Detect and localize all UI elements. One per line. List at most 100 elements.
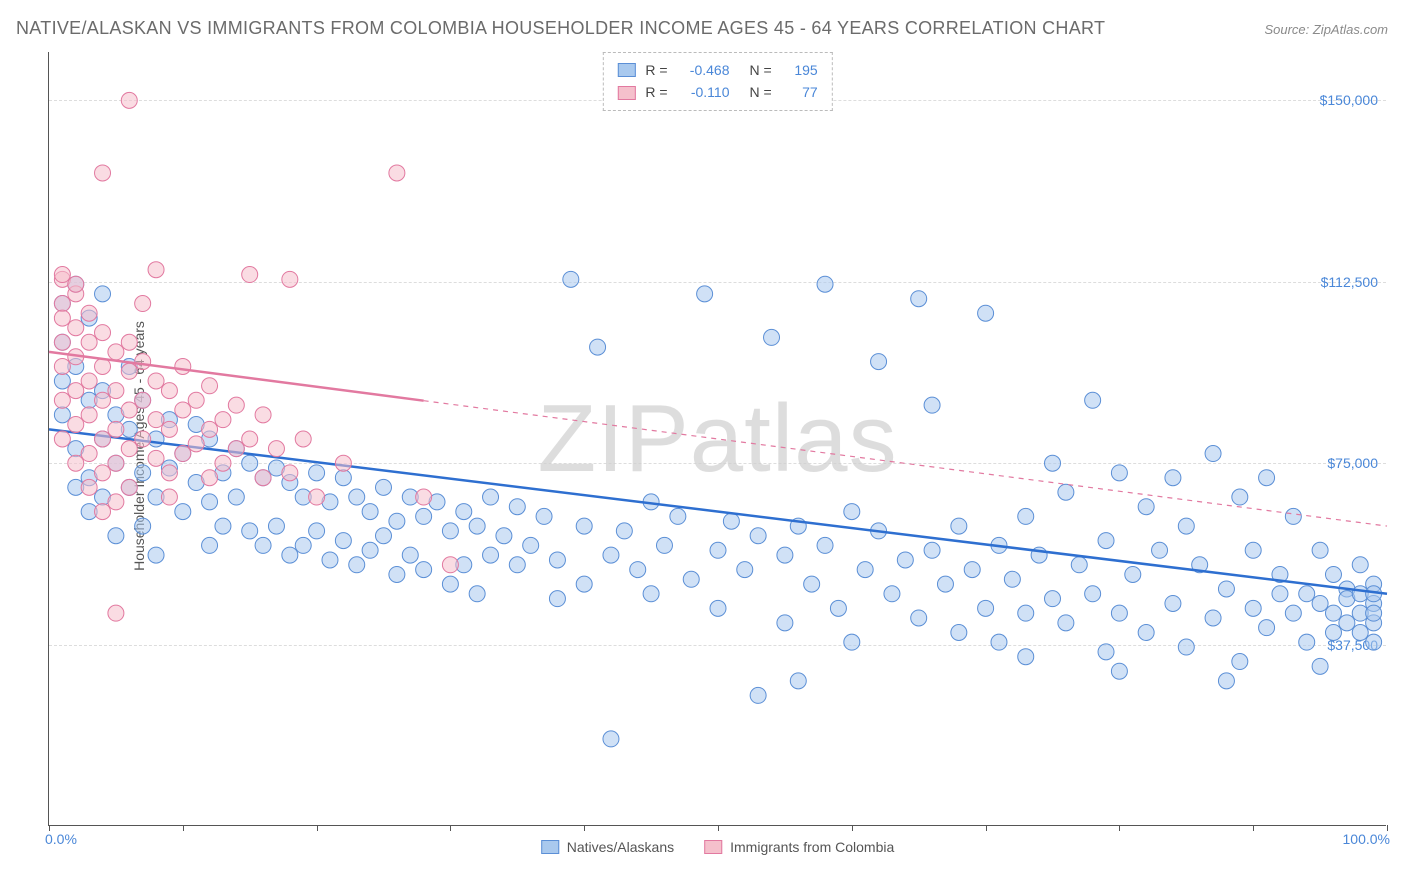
data-point bbox=[1165, 595, 1181, 611]
data-point bbox=[817, 537, 833, 553]
data-point bbox=[790, 673, 806, 689]
data-point bbox=[309, 489, 325, 505]
data-point bbox=[442, 576, 458, 592]
data-point bbox=[389, 165, 405, 181]
n-value: 195 bbox=[782, 59, 818, 81]
data-point bbox=[135, 431, 151, 447]
data-point bbox=[563, 271, 579, 287]
data-point bbox=[81, 407, 97, 423]
data-point bbox=[135, 296, 151, 312]
data-point bbox=[1111, 663, 1127, 679]
data-point bbox=[1138, 625, 1154, 641]
data-point bbox=[643, 586, 659, 602]
data-point bbox=[108, 344, 124, 360]
data-point bbox=[1259, 620, 1275, 636]
data-point bbox=[121, 479, 137, 495]
data-point bbox=[670, 508, 686, 524]
data-point bbox=[54, 407, 70, 423]
x-tick bbox=[183, 825, 184, 831]
data-point bbox=[95, 165, 111, 181]
data-point bbox=[1245, 600, 1261, 616]
data-point bbox=[1018, 508, 1034, 524]
data-point bbox=[1165, 470, 1181, 486]
data-point bbox=[509, 557, 525, 573]
data-point bbox=[844, 504, 860, 520]
data-point bbox=[1312, 595, 1328, 611]
legend-item: Immigrants from Colombia bbox=[704, 839, 894, 855]
data-point bbox=[1205, 446, 1221, 462]
data-point bbox=[148, 373, 164, 389]
data-point bbox=[1058, 615, 1074, 631]
data-point bbox=[1125, 566, 1141, 582]
data-point bbox=[335, 470, 351, 486]
data-point bbox=[81, 446, 97, 462]
data-point bbox=[924, 397, 940, 413]
data-point bbox=[175, 446, 191, 462]
legend-swatch bbox=[617, 86, 635, 100]
x-tick bbox=[49, 825, 50, 831]
data-point bbox=[496, 528, 512, 544]
data-point bbox=[242, 523, 258, 539]
data-point bbox=[81, 479, 97, 495]
r-value: -0.468 bbox=[678, 59, 730, 81]
data-point bbox=[1045, 591, 1061, 607]
data-point bbox=[202, 470, 218, 486]
data-point bbox=[1366, 605, 1382, 621]
data-point bbox=[161, 465, 177, 481]
legend-label: Natives/Alaskans bbox=[567, 839, 674, 855]
data-point bbox=[148, 547, 164, 563]
data-point bbox=[469, 586, 485, 602]
data-point bbox=[844, 634, 860, 650]
data-point bbox=[1272, 586, 1288, 602]
data-point bbox=[750, 687, 766, 703]
data-point bbox=[1085, 392, 1101, 408]
x-axis-max-label: 100.0% bbox=[1343, 831, 1390, 847]
data-point bbox=[1085, 586, 1101, 602]
data-point bbox=[322, 552, 338, 568]
data-point bbox=[188, 392, 204, 408]
data-point bbox=[1098, 533, 1114, 549]
data-point bbox=[1071, 557, 1087, 573]
data-point bbox=[309, 465, 325, 481]
data-point bbox=[1325, 566, 1341, 582]
data-point bbox=[95, 504, 111, 520]
trend-line-dashed bbox=[424, 401, 1387, 526]
data-point bbox=[202, 378, 218, 394]
data-point bbox=[911, 291, 927, 307]
data-point bbox=[268, 441, 284, 457]
data-point bbox=[1018, 649, 1034, 665]
x-tick bbox=[317, 825, 318, 831]
legend-item: Natives/Alaskans bbox=[541, 839, 674, 855]
x-tick bbox=[852, 825, 853, 831]
data-point bbox=[242, 267, 258, 283]
data-point bbox=[750, 528, 766, 544]
stats-row: R =-0.110N =77 bbox=[617, 81, 817, 103]
data-point bbox=[1045, 455, 1061, 471]
data-point bbox=[68, 383, 84, 399]
data-point bbox=[148, 412, 164, 428]
data-point bbox=[1245, 542, 1261, 558]
data-point bbox=[1312, 658, 1328, 674]
data-point bbox=[1366, 634, 1382, 650]
data-point bbox=[202, 537, 218, 553]
data-point bbox=[1339, 615, 1355, 631]
data-point bbox=[1285, 508, 1301, 524]
data-point bbox=[442, 557, 458, 573]
data-point bbox=[54, 431, 70, 447]
data-point bbox=[549, 552, 565, 568]
x-tick bbox=[1253, 825, 1254, 831]
data-point bbox=[255, 537, 271, 553]
trend-line bbox=[49, 429, 1387, 593]
data-point bbox=[536, 508, 552, 524]
data-point bbox=[54, 296, 70, 312]
data-point bbox=[175, 504, 191, 520]
data-point bbox=[509, 499, 525, 515]
data-point bbox=[911, 610, 927, 626]
data-point bbox=[1218, 673, 1234, 689]
data-point bbox=[389, 513, 405, 529]
data-point bbox=[469, 518, 485, 534]
legend-label: Immigrants from Colombia bbox=[730, 839, 894, 855]
data-point bbox=[215, 518, 231, 534]
legend-swatch bbox=[617, 63, 635, 77]
data-point bbox=[603, 547, 619, 563]
